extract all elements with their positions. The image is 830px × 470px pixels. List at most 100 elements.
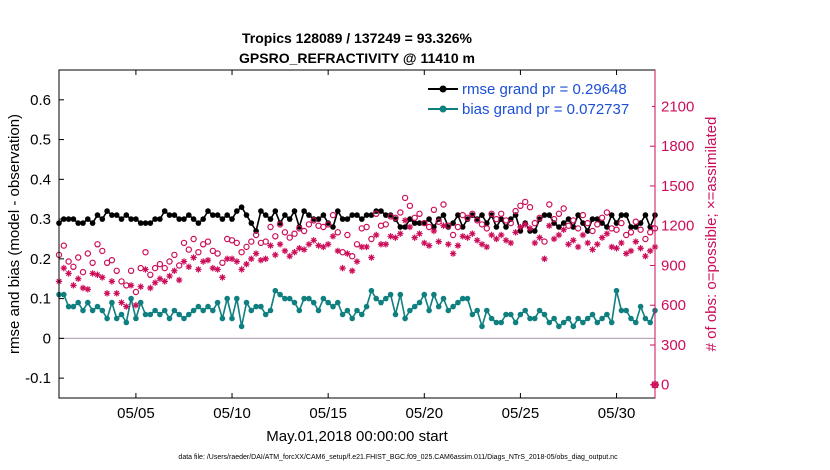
possible-obs-point: [132, 288, 140, 296]
y-left-tick-label: 0.3: [30, 211, 51, 228]
assimilated-obs-point: [132, 302, 140, 309]
rmse-point: [450, 220, 456, 226]
rmse-point: [440, 212, 447, 218]
bias-point: [411, 303, 418, 310]
assimilated-obs-point: [646, 247, 654, 255]
assimilated-obs-point: [618, 239, 625, 247]
rmse-point: [75, 220, 81, 226]
bias-point: [484, 307, 490, 314]
assimilated-obs-point: [603, 230, 611, 237]
bias-point: [445, 307, 452, 314]
assimilated-obs-point: [454, 242, 462, 249]
rmse-point: [421, 220, 428, 226]
bias-point: [89, 307, 96, 314]
possible-obs-point: [589, 227, 596, 235]
rmse-point: [532, 228, 538, 234]
rmse-point: [623, 212, 629, 218]
rmse-point: [157, 216, 163, 222]
assimilated-obs-point: [228, 255, 236, 263]
assimilated-obs-point: [435, 238, 442, 245]
y-right-tick-label: 1200: [661, 218, 694, 235]
assimilated-obs-point: [147, 284, 154, 292]
assimilated-obs-point: [79, 284, 87, 292]
bias-point: [536, 307, 543, 314]
series-possible: [55, 194, 659, 296]
assimilated-obs-point: [329, 233, 337, 240]
possible-obs-point: [228, 237, 236, 244]
assimilated-obs-point: [502, 237, 510, 244]
rmse-point: [210, 212, 216, 218]
possible-obs-point: [483, 225, 490, 232]
possible-obs-point: [94, 241, 101, 248]
assimilated-obs-point: [286, 252, 293, 260]
rmse-point: [426, 216, 432, 222]
rmse-point: [546, 212, 553, 218]
possible-obs-point: [440, 201, 447, 208]
rmse-point: [498, 216, 505, 222]
assimilated-obs-point: [118, 299, 125, 306]
assimilated-obs-point: [248, 255, 255, 263]
possible-obs-point: [430, 206, 438, 213]
assimilated-obs-point: [397, 230, 404, 237]
possible-obs-point: [584, 219, 591, 227]
bias-point: [642, 315, 649, 322]
rmse-point: [286, 216, 293, 222]
bias-point: [392, 311, 399, 318]
rmse-point: [608, 212, 615, 218]
y-axis-right-label: # of obs: o=possible; ×=assimilated: [703, 117, 720, 352]
possible-obs-point: [190, 235, 197, 243]
bias-point: [479, 323, 485, 330]
rmse-point: [589, 216, 596, 222]
rmse-point: [416, 220, 423, 226]
rmse-point: [171, 212, 178, 218]
rmse-point: [402, 224, 408, 230]
y-left-tick-label: 0.1: [30, 291, 51, 308]
bias-point: [421, 291, 428, 298]
bias-point: [272, 287, 279, 294]
rmse-point: [80, 220, 86, 226]
possible-obs-point: [478, 221, 486, 228]
rmse-point: [219, 216, 226, 222]
assimilated-obs-point: [310, 237, 317, 244]
assimilated-obs-point: [488, 231, 495, 239]
bias-point: [118, 311, 125, 318]
bias-point: [200, 307, 206, 314]
bias-point: [205, 303, 211, 310]
possible-obs-point: [382, 221, 389, 228]
assimilated-obs-point: [209, 264, 217, 272]
bias-point: [128, 295, 134, 302]
bias-point: [378, 299, 384, 306]
possible-obs-point: [637, 226, 644, 233]
rmse-point: [147, 220, 154, 226]
y-right-tick-label: 2100: [661, 98, 694, 115]
assimilated-obs-point: [300, 246, 308, 253]
possible-obs-point: [579, 211, 587, 219]
assimilated-obs-point: [421, 239, 428, 247]
assimilated-obs-point: [151, 279, 159, 286]
assimilated-obs-point: [622, 250, 630, 257]
assimilated-obs-point: [579, 231, 587, 239]
rmse-point: [85, 216, 91, 222]
rmse-point: [628, 224, 634, 230]
bias-point: [349, 315, 356, 322]
possible-obs-point: [243, 243, 250, 251]
bias-point: [137, 299, 144, 306]
assimilated-obs-point: [473, 237, 481, 244]
bias-point: [306, 295, 312, 302]
x-axis: 05/05 05/10 05/15 05/20 05/25 05/30: [117, 70, 635, 422]
possible-obs-point: [642, 235, 649, 243]
assimilated-obs-point: [315, 242, 322, 249]
bias-point: [493, 319, 500, 326]
bias-point: [224, 295, 230, 302]
assimilated-obs-point: [257, 256, 265, 264]
bias-point: [123, 319, 130, 326]
series-bias: [56, 287, 658, 330]
rmse-point: [459, 224, 466, 230]
y-right-tick-label: 900: [661, 257, 686, 274]
assimilated-obs-point: [507, 239, 515, 247]
assimilated-obs-point: [344, 250, 351, 257]
possible-obs-point: [469, 210, 476, 217]
rmse-point: [272, 208, 279, 214]
bias-point: [186, 311, 192, 318]
assimilated-obs-point: [401, 217, 409, 224]
